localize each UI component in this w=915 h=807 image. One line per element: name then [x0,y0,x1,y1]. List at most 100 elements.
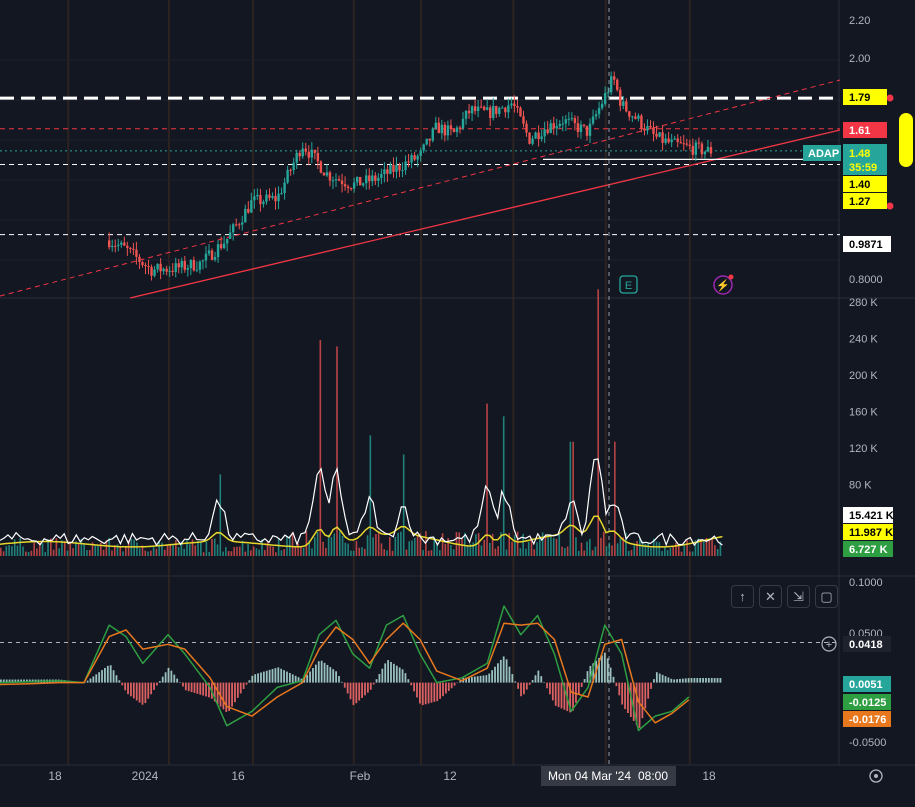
volume-ma-fast-label-bg [843,507,893,523]
add-alert-icon[interactable] [821,636,837,652]
candle-body-30 [198,261,202,270]
volume-bar-254 [705,537,708,556]
candle-body-42 [235,224,238,226]
volume-bar-97 [269,546,272,556]
volume-bar-249 [691,551,694,556]
macd-histogram-bar-227 [655,672,658,683]
macd-histogram-bar-240 [693,678,696,683]
event-bolt-icon[interactable] [713,275,733,295]
volume-bar-229 [636,540,638,556]
volume-bar-17 [47,539,49,556]
volume-bar-152 [422,550,424,556]
macd-histogram-bar-58 [167,667,170,683]
macd-histogram-bar-175 [505,659,508,683]
candle-body-46 [247,208,250,213]
macd-histogram-label: 0.0051 [849,679,883,691]
macd-histogram-bar-49 [141,682,144,705]
candle-body-52 [265,194,268,202]
candle-body-181 [655,133,658,137]
macd-histogram-bar-208 [601,655,603,683]
macd-histogram-bar-145 [418,682,421,704]
volume-bar-149 [413,537,416,556]
volume-bar-53 [147,551,149,556]
volume-bar-228 [633,543,636,556]
macd-histogram-bar-220 [635,682,638,725]
volume-bar-114 [316,531,319,556]
candle-body-163 [600,103,604,109]
macd-histogram-bar-228 [658,673,661,683]
price-axis[interactable]: 2.20 2.00 0.8000 280 K 240 K 200 K 160 K 120 K 8… [803,15,894,749]
macd-histogram-bar-182 [525,682,528,690]
volume-bar-89 [247,544,249,556]
volume-bar-185 [514,535,516,556]
candle-body-97 [401,170,404,172]
macd-histogram-bar-189 [546,682,548,689]
macd-histogram-bar-35 [101,670,103,683]
candle-body-185 [667,138,670,143]
volume-bar-50 [138,548,141,556]
candle-body-62 [295,152,298,163]
candle-body-146 [549,123,552,134]
candle-body-18 [162,268,165,272]
close-pane-button[interactable]: ✕ [759,585,782,608]
volume-pane[interactable] [0,289,723,556]
volume-bar-33 [91,542,94,556]
volume-bar-119 [330,537,333,556]
volume-bar-26 [72,548,74,556]
macd-histogram-bar-200 [577,682,580,695]
macd-histogram-bar-83 [239,682,242,694]
volume-label: 6.727 K [849,544,888,556]
macd-histogram-bar-141 [407,679,410,683]
candle-body-37 [219,244,223,249]
candle-body-9 [135,249,138,257]
volume-bar-234 [650,547,652,556]
volume-bar-111 [308,540,311,556]
candle-body-140 [531,138,534,144]
volume-bar-16 [44,552,47,556]
macd-histogram-bar-167 [482,675,485,683]
volume-bar-6 [16,545,19,556]
volume-bar-38 [105,540,108,556]
macd-histogram-bar-245 [707,678,710,683]
candle-body-61 [292,162,295,171]
macd-histogram-bar-118 [340,681,343,683]
macd-histogram-bar-249 [719,678,722,683]
earnings-icon[interactable] [619,275,638,294]
price-pane[interactable]: E ⚡ [0,0,913,765]
candle-body-81 [352,182,356,189]
volume-bar-69 [191,539,194,556]
grid [0,0,915,766]
macd-histogram-bar-235 [679,678,681,683]
volume-bar-150 [416,536,419,556]
volume-bar-106 [294,545,297,556]
maximize-pane-button[interactable]: ▢ [815,585,838,608]
volume-bar-51 [141,545,144,556]
move-up-button[interactable]: ↑ [731,585,754,608]
macd-histogram-bar-101 [291,674,294,683]
macd-histogram-bar-234 [676,679,678,683]
session-stripe-2 [252,0,254,765]
settings-gear-icon[interactable] [869,769,883,783]
candle-body-55 [274,196,277,202]
macd-histogram-bar-113 [326,664,329,683]
volume-bar-233 [647,542,649,556]
price-label-red: 1.61 [849,125,870,137]
candle-body-103 [419,150,422,156]
macd-histogram-bar-119 [343,682,346,688]
candle-body-190 [682,143,685,145]
macd-histogram-bar-209 [603,652,606,683]
candle-body-135 [516,106,519,108]
candle-body-107 [431,128,434,141]
candle-body-173 [631,116,634,118]
candle-body-175 [637,115,640,119]
macd-pane[interactable]: + [0,605,840,732]
volume-bar-214 [594,546,597,556]
candle-body-164 [603,92,607,104]
volume-bar-224 [622,537,624,556]
collapse-pane-button[interactable]: ⇲ [787,585,810,608]
time-axis[interactable]: 18 2024 16 Feb 12 18 Mon 04 Mar '24 08:00 [48,766,883,786]
volume-bar-193 [536,542,538,556]
volume-bar-180 [500,532,502,556]
candle-body-199 [709,147,713,154]
